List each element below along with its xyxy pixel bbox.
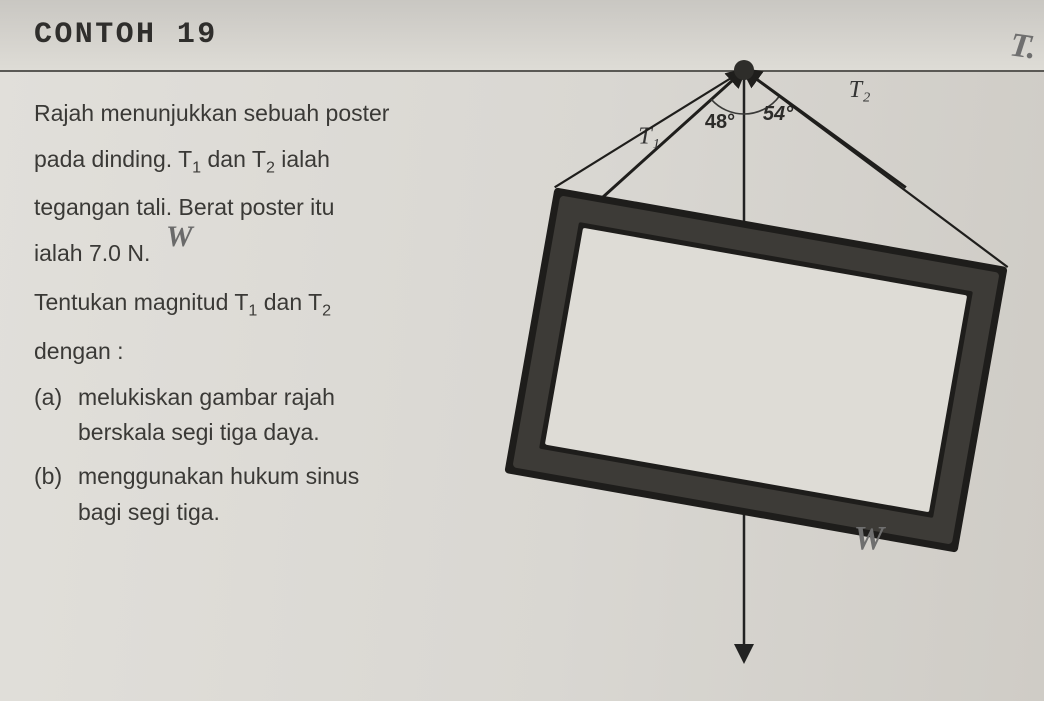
item-a: (a) melukiskan gambar rajah berskala seg…	[34, 380, 454, 451]
t2-sub-2: 2	[322, 302, 331, 320]
svg-text:54°: 54°	[763, 103, 794, 125]
t2-letter-2: T	[308, 289, 322, 315]
diagram-svg: 7.0 NT₁T₂48°54°	[454, 30, 1024, 670]
t2-inline-2: T2	[308, 289, 331, 315]
dan-2: dan	[264, 289, 302, 315]
item-a-l1: melukiskan gambar rajah	[78, 380, 454, 416]
svg-text:T₂: T₂	[849, 77, 871, 103]
t1-sub: 1	[192, 158, 201, 176]
intro-line-4: ialah 7.0 N.	[34, 236, 454, 272]
t1-letter-2: T	[234, 289, 248, 315]
t1-inline: T1	[178, 146, 207, 172]
example-title: CONTOH 19	[34, 18, 218, 52]
task-list: (a) melukiskan gambar rajah berskala seg…	[34, 380, 454, 531]
page: CONTOH 19 Rajah menunjukkan sebuah poste…	[0, 0, 1044, 701]
handwritten-w-inline: W	[166, 220, 193, 254]
ialah-1: ialah	[281, 146, 330, 172]
task-line-2: dengan :	[34, 334, 454, 370]
t1-sub-2: 1	[248, 302, 257, 320]
intro-line-3: tegangan tali. Berat poster itu	[34, 190, 454, 226]
item-b-l2: bagi segi tiga.	[78, 495, 454, 531]
item-a-body: melukiskan gambar rajah berskala segi ti…	[78, 380, 454, 451]
item-b-tag: (b)	[34, 459, 78, 530]
item-a-l2: berskala segi tiga daya.	[78, 415, 454, 451]
task-pre: Tentukan magnitud	[34, 289, 228, 315]
t2-letter: T	[252, 146, 266, 172]
item-a-tag: (a)	[34, 380, 78, 451]
handwritten-w-arrow: W	[854, 520, 884, 558]
item-b-body: menggunakan hukum sinus bagi segi tiga.	[78, 459, 454, 530]
task-line-1: Tentukan magnitud T1 dan T2	[34, 285, 454, 324]
svg-text:48°: 48°	[705, 111, 735, 133]
t2-sub: 2	[266, 158, 275, 176]
edge-scribble: T.	[1007, 26, 1038, 67]
force-diagram: 7.0 NT₁T₂48°54°	[454, 30, 1024, 670]
problem-text: Rajah menunjukkan sebuah poster pada din…	[34, 96, 454, 538]
t1-inline-2: T1	[234, 289, 263, 315]
item-b: (b) menggunakan hukum sinus bagi segi ti…	[34, 459, 454, 530]
intro-line-1: Rajah menunjukkan sebuah poster	[34, 96, 454, 132]
intro-2-pre: pada dinding.	[34, 146, 172, 172]
intro-line-2: pada dinding. T1 dan T2 ialah	[34, 142, 454, 181]
item-b-l1: menggunakan hukum sinus	[78, 459, 454, 495]
dan-1: dan	[208, 146, 246, 172]
t2-inline: T2	[252, 146, 281, 172]
t1-letter: T	[178, 146, 192, 172]
